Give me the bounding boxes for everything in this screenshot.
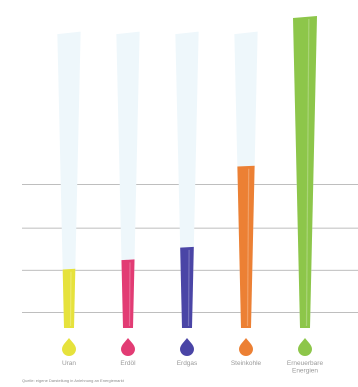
drop-icon — [239, 338, 253, 356]
category-labels: Uran Erdöl Erdgas Steinkohle Erneuerbare Ener… — [62, 360, 323, 375]
bar-highlight — [246, 168, 250, 327]
drop-icon — [180, 338, 194, 356]
category-drops — [62, 338, 312, 356]
bar — [293, 16, 317, 328]
bars — [62, 16, 317, 328]
category-label: Erdöl — [120, 360, 136, 367]
bar-highlight — [305, 18, 310, 327]
category-label: Steinkohle — [231, 360, 262, 367]
bar — [180, 246, 194, 328]
drop-icon — [121, 338, 135, 356]
bar — [237, 165, 255, 328]
footnote: Quelle: eigene Darstellung in Anlehnung … — [22, 378, 125, 383]
bar — [62, 268, 76, 328]
category-label: Erneuerbare Energien — [287, 360, 324, 375]
bar-highlight — [128, 262, 131, 327]
drop-icon — [62, 338, 76, 356]
category-label: Uran — [62, 360, 76, 367]
bar — [121, 259, 135, 328]
drop-icon — [298, 338, 312, 356]
bar-highlight — [187, 249, 190, 327]
background-bar — [57, 31, 81, 328]
category-label: Erdgas — [177, 360, 198, 367]
background-bar — [116, 31, 140, 328]
